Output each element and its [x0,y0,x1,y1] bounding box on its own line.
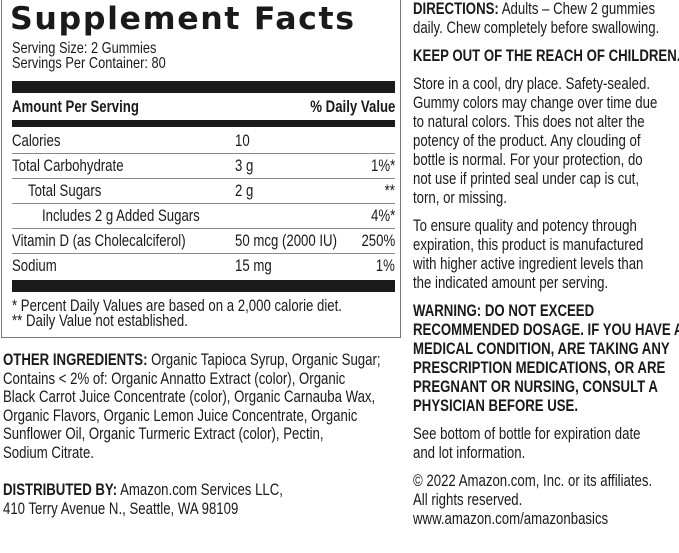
divider-thick [12,280,395,292]
footnotes: * Percent Daily Values are based on a 2,… [12,297,424,330]
distributor-line: 410 Terry Avenue N., Seattle, WA 98109 [3,500,283,519]
amount-per-serving-label: Amount Per Serving [12,98,139,116]
divider-medium [12,120,395,127]
storage-line: Gummy colors may change over time due [413,94,658,112]
storage-line: torn, or missing. [413,189,507,207]
storage-line: to natural colors. This does not alter t… [413,113,645,131]
nutrient-amount: 3 g [235,157,254,175]
ingredients-text: Black Carrot Juice Concentrate (color), … [3,388,376,407]
supplement-facts-panel: Supplement Facts Serving Size: 2 Gummies… [1,0,401,338]
other-ingredients: OTHER INGREDIENTS: Organic Tapioca Syrup… [3,351,475,463]
potency-line: the indicated amount per serving. [413,274,609,292]
storage-line: Store in a cool, dry place. Safety-seale… [413,75,650,93]
facts-row: Total Carbohydrate 3 g 1%* [12,154,395,179]
label-info-column: DIRECTIONS: Adults – Chew 2 gummies daily… [413,0,679,538]
nutrient-name: Total Sugars [28,182,102,200]
nutrient-amount: 50 mcg (2000 IU) [235,232,337,250]
ingredients-line: OTHER INGREDIENTS: Organic Tapioca Syrup… [3,351,381,370]
serving-size: Serving Size: 2 Gummies [12,40,157,57]
directions-text: Adults – Chew 2 gummies [498,0,656,18]
nutrient-name: Includes 2 g Added Sugars [42,207,200,225]
directions-label: DIRECTIONS: [413,0,499,18]
directions-text: daily. Chew completely before swallowing… [413,19,660,37]
distributor-text: Amazon.com Services LLC, [117,481,283,499]
potency-info: To ensure quality and potency through exp… [413,217,679,293]
facts-row: Includes 2 g Added Sugars 4%* [12,204,395,229]
servings-per-container: Servings Per Container: 80 [12,54,166,72]
nutrient-daily-value: 250% [361,232,395,250]
nutrient-amount: 2 g [235,182,254,200]
distributed-by: DISTRIBUTED BY: Amazon.com Services LLC,… [3,481,353,518]
warning-line: PRESCRIPTION MEDICATIONS, OR ARE [413,359,666,377]
distributor-line: DISTRIBUTED BY: Amazon.com Services LLC, [3,481,283,500]
facts-rows: Calories 10 Total Carbohydrate 3 g 1%* Total … [12,129,395,278]
keep-out-warning: KEEP OUT OF THE REACH OF CHILDREN. [413,47,679,65]
facts-header: Amount Per Serving % Daily Value [12,98,395,117]
ingredients-text: Organic Flavors, Organic Lemon Juice Con… [3,406,358,425]
copyright-info: © 2022 Amazon.com, Inc. or its affiliate… [413,472,679,529]
facts-title: Supplement Facts [10,1,356,37]
nutrient-name: Total Carbohydrate [12,157,124,175]
ingredients-line: Sunflower Oil, Organic Turmeric Extract … [3,425,381,444]
storage-line: not use if printed seal under cap is cut… [413,170,639,188]
copyright-line: www.amazon.com/amazonbasics [413,510,609,528]
footnote: * Percent Daily Values are based on a 2,… [12,297,342,315]
expiration-line: and lot information. [413,444,526,462]
nutrient-name: Sodium [12,257,57,275]
directions-line: DIRECTIONS: Adults – Chew 2 gummies [413,0,679,19]
warning-line: PREGNANT OR NURSING, CONSULT A [413,378,658,396]
nutrient-daily-value: 1%* [370,157,395,175]
directions: DIRECTIONS: Adults – Chew 2 gummies daily… [413,0,679,38]
ingredients-text: Sunflower Oil, Organic Turmeric Extract … [3,425,324,444]
ingredients-text: Contains < 2% of: Organic Annatto Extrac… [3,369,346,388]
storage-info: Store in a cool, dry place. Safety-seale… [413,75,679,208]
facts-row: Vitamin D (as Cholecalciferol) 50 mcg (20… [12,229,395,254]
ingredients-line: Organic Flavors, Organic Lemon Juice Con… [3,407,381,426]
warning-line: WARNING: DO NOT EXCEED [413,302,595,320]
ingredients-line: Black Carrot Juice Concentrate (color), … [3,388,381,407]
copyright-line: All rights reserved. [413,491,523,509]
warning-line: RECOMMENDED DOSAGE. IF YOU HAVE A [413,321,679,339]
facts-row: Total Sugars 2 g ** [12,179,395,204]
serving-info: Serving Size: 2 Gummies Servings Per Con… [12,40,204,72]
distributor-label: DISTRIBUTED BY: [3,481,118,499]
daily-value-label: % Daily Value [309,98,395,116]
ingredients-line: Sodium Citrate. [3,444,381,463]
storage-line: potency of the product. Any clouding of [413,132,641,150]
facts-row: Calories 10 [12,129,395,154]
storage-line: bottle is normal. For your protection, d… [413,151,643,169]
footnote: ** Daily Value not established. [12,312,188,330]
expiration-line: See bottom of bottle for expiration date [413,425,641,443]
warning-line: MEDICAL CONDITION, ARE TAKING ANY [413,340,670,358]
copyright-line: © 2022 Amazon.com, Inc. or its affiliate… [413,472,653,490]
expiration-info: See bottom of bottle for expiration date… [413,425,679,463]
nutrient-name: Vitamin D (as Cholecalciferol) [12,232,186,250]
nutrient-amount: 15 mg [235,257,272,275]
directions-line: daily. Chew completely before swallowing… [413,19,679,38]
distributor-text: 410 Terry Avenue N., Seattle, WA 98109 [3,499,239,518]
potency-line: To ensure quality and potency through [413,217,637,235]
ingredients-label: OTHER INGREDIENTS: [3,351,148,369]
warning-line: PHYSICIAN BEFORE USE. [413,397,579,415]
potency-line: with higher active ingredient levels tha… [413,255,644,273]
divider-thick [12,81,395,93]
potency-line: expiration, this product is manufactured [413,236,644,254]
dosage-warning: WARNING: DO NOT EXCEED RECOMMENDED DOSAGE… [413,302,679,416]
ingredients-line: Contains < 2% of: Organic Annatto Extrac… [3,370,381,389]
nutrient-daily-value: 4%* [370,207,395,225]
ingredients-text: Organic Tapioca Syrup, Organic Sugar; [147,351,381,369]
nutrient-daily-value: 1% [375,257,395,275]
nutrient-amount: 10 [235,132,250,150]
nutrient-name: Calories [12,132,61,150]
nutrient-daily-value: ** [384,182,395,200]
ingredients-text: Sodium Citrate. [3,443,94,462]
facts-row: Sodium 15 mg 1% [12,254,395,278]
